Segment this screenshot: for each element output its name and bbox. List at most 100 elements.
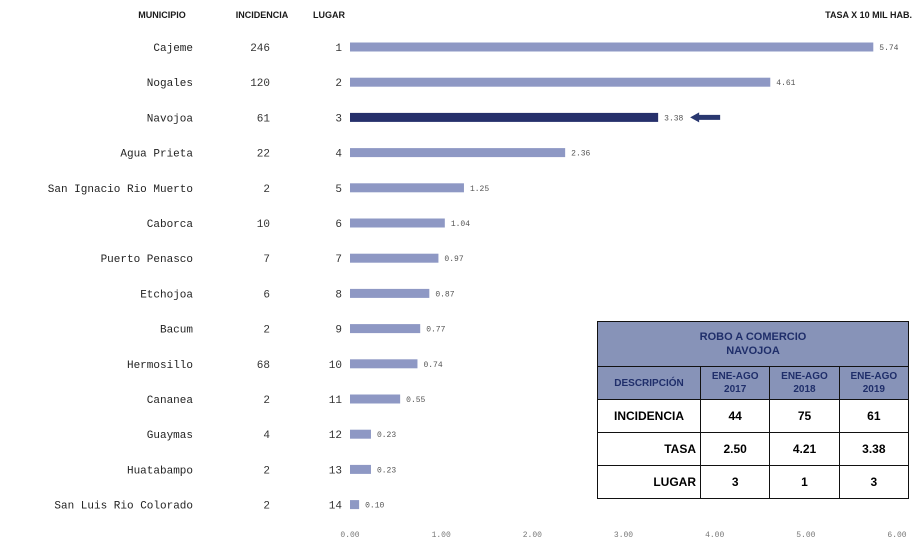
- x-tick-label: 6.00: [887, 531, 906, 540]
- table-col-descripcion: DESCRIPCIÓN: [597, 366, 701, 400]
- row-label-tasa: TASA: [597, 432, 701, 466]
- incidencia-value: 246: [250, 43, 270, 55]
- table-row: INCIDENCIA 44 75 61: [597, 399, 910, 433]
- lugar-value: 6: [335, 219, 342, 231]
- municipio-label: Cananea: [147, 395, 194, 407]
- incidencia-value: 6: [263, 289, 270, 301]
- municipio-label: Hermosillo: [127, 360, 193, 372]
- bar-huatabampo: [350, 464, 371, 474]
- lugar-value: 14: [329, 501, 343, 513]
- bar-value-label: 0.23: [377, 431, 396, 440]
- lugar-value: 2: [335, 78, 342, 90]
- bar-value-label: 1.25: [470, 185, 489, 194]
- municipio-label: Guaymas: [147, 430, 193, 442]
- table-cell: 2.50: [699, 432, 771, 466]
- municipio-label: Etchojoa: [140, 289, 193, 301]
- municipio-label: Cajeme: [153, 43, 193, 55]
- municipio-label: Navojoa: [147, 113, 194, 125]
- table-row: LUGAR 3 1 3: [597, 465, 910, 499]
- bar-value-label: 2.36: [571, 150, 590, 159]
- municipio-label: San Luis Rio Colorado: [54, 501, 193, 513]
- row-label-incidencia: INCIDENCIA: [597, 399, 701, 433]
- bar-puerto-penasco: [350, 253, 439, 263]
- col-2019-year: 2019: [862, 384, 885, 395]
- bar-value-label: 0.23: [377, 466, 396, 475]
- lugar-value: 8: [335, 289, 342, 301]
- municipio-label: Huatabampo: [127, 465, 193, 477]
- lugar-value: 1: [335, 43, 342, 55]
- lugar-value: 13: [329, 465, 342, 477]
- lugar-value: 11: [329, 395, 343, 407]
- bar-guaymas: [350, 429, 371, 439]
- municipio-label: Bacum: [160, 325, 193, 337]
- col-2017-year: 2017: [724, 384, 747, 395]
- incidencia-value: 2: [263, 395, 270, 407]
- x-tick-label: 2.00: [523, 531, 542, 540]
- bar-navojoa: [350, 112, 659, 122]
- lugar-value: 7: [335, 254, 342, 266]
- incidencia-value: 22: [257, 149, 270, 161]
- header-tasa: TASA X 10 MIL HAB.: [825, 10, 912, 20]
- bar-cananea: [350, 394, 401, 404]
- x-tick-label: 4.00: [705, 531, 724, 540]
- x-tick-label: 1.00: [432, 531, 451, 540]
- table-cell: 75: [769, 399, 840, 433]
- bar-value-label: 0.55: [406, 396, 425, 405]
- col-2018-year: 2018: [793, 384, 816, 395]
- lugar-value: 3: [335, 113, 342, 125]
- bar-caborca: [350, 218, 445, 228]
- table-col-2017: ENE-AGO 2017: [699, 366, 771, 400]
- col-2018-top: ENE-AGO: [781, 371, 828, 382]
- bar-value-label: 0.97: [444, 255, 463, 264]
- table-cell: 44: [699, 399, 771, 433]
- bar-value-label: 3.38: [664, 114, 683, 123]
- bar-value-label: 0.77: [426, 326, 445, 335]
- table-col-2019: ENE-AGO 2019: [838, 366, 910, 400]
- bar-san-luis-rio-colorado: [350, 500, 360, 510]
- municipio-label: Nogales: [147, 78, 193, 90]
- bar-san-ignacio-rio-muerto: [350, 183, 464, 193]
- bar-value-label: 0.10: [365, 502, 384, 511]
- bar-value-label: 0.74: [423, 361, 442, 370]
- table-row: TASA 2.50 4.21 3.38: [597, 432, 910, 466]
- lugar-value: 9: [335, 325, 342, 337]
- table-cell: 1: [769, 465, 840, 499]
- bar-value-label: 1.04: [451, 220, 470, 229]
- incidencia-value: 2: [263, 465, 270, 477]
- navojoa-summary-table: ROBO A COMERCIO NAVOJOA DESCRIPCIÓN ENE-…: [597, 321, 910, 499]
- incidencia-value: 4: [263, 430, 270, 442]
- bar-value-label: 0.87: [435, 290, 454, 299]
- table-cell: 3: [699, 465, 771, 499]
- incidencia-value: 2: [263, 325, 270, 337]
- table-cell: 3.38: [838, 432, 910, 466]
- table-cell: 4.21: [769, 432, 840, 466]
- bar-bacum: [350, 324, 421, 334]
- bar-cajeme: [350, 42, 874, 52]
- incidencia-value: 68: [257, 360, 270, 372]
- municipio-label: Agua Prieta: [120, 149, 193, 161]
- x-tick-label: 0.00: [340, 531, 359, 540]
- incidencia-value: 2: [263, 184, 270, 196]
- table-col-2018: ENE-AGO 2018: [769, 366, 840, 400]
- lugar-value: 5: [335, 184, 342, 196]
- lugar-value: 12: [329, 430, 342, 442]
- bar-hermosillo: [350, 359, 418, 369]
- x-axis-ticks: 0.00 1.00 2.00 3.00 4.00 5.00 6.00: [340, 531, 906, 540]
- incidencia-value: 7: [263, 254, 270, 266]
- incidencia-value: 120: [250, 78, 270, 90]
- header-incidencia: INCIDENCIA: [236, 10, 289, 20]
- x-tick-label: 5.00: [796, 531, 815, 540]
- col-2017-top: ENE-AGO: [711, 371, 759, 382]
- table-title-line2: NAVOJOA: [726, 345, 780, 357]
- table-cell: 3: [838, 465, 910, 499]
- incidencia-value: 2: [263, 501, 270, 513]
- bar-etchojoa: [350, 288, 430, 298]
- row-label-lugar: LUGAR: [597, 465, 701, 499]
- x-tick-label: 3.00: [614, 531, 633, 540]
- col-2019-top: ENE-AGO: [850, 371, 898, 382]
- highlight-arrow-icon: [690, 112, 721, 123]
- incidencia-value: 10: [257, 219, 270, 231]
- bar-value-label: 5.74: [879, 44, 898, 53]
